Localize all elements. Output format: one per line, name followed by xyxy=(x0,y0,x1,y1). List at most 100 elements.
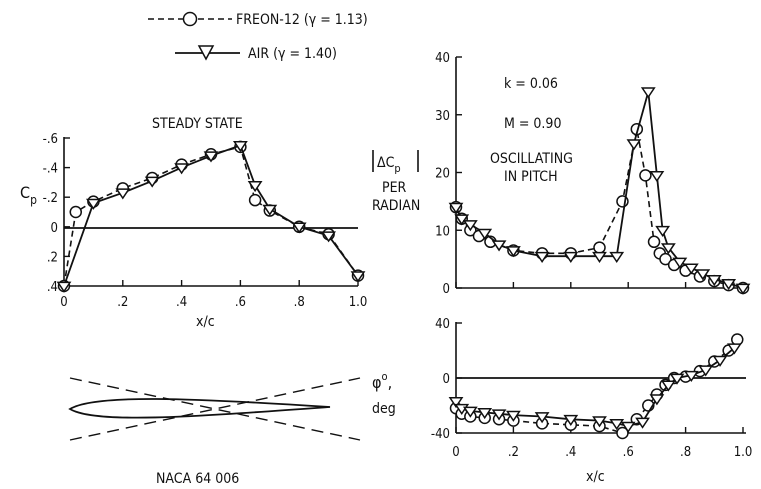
phase-air-point xyxy=(649,394,665,406)
steady-air-point xyxy=(321,231,337,243)
legend-air-label: AIR (γ = 1.40) xyxy=(248,46,337,62)
steady-ylabel-sub: p xyxy=(30,193,37,207)
phase-xlabel: x/c xyxy=(586,469,605,485)
airfoil-outline xyxy=(68,398,331,419)
mag-air-point xyxy=(735,283,751,295)
k-label: k = 0.06 xyxy=(504,76,558,92)
mag-air-point xyxy=(505,246,521,258)
mag-freon-point xyxy=(647,235,661,249)
mag-air-point xyxy=(609,251,625,263)
steady-xtick-label: .2 xyxy=(117,295,128,310)
steady-ytick-label: -.2 xyxy=(43,191,58,206)
steady-ytick-label: -.6 xyxy=(43,132,58,147)
mag-air-point xyxy=(477,228,493,240)
steady-ytick-label: .4 xyxy=(47,280,58,295)
steady-freon-point xyxy=(69,205,83,219)
phase-xtick-label: .4 xyxy=(565,445,576,460)
phase-air-point xyxy=(712,355,728,367)
phase-air-point xyxy=(698,365,714,377)
phase-ytick-label: 40 xyxy=(435,317,450,332)
mag-air-point xyxy=(649,171,665,183)
mag-ylabel-sub: p xyxy=(394,162,400,175)
phase-air-point xyxy=(534,412,550,424)
mag-ylabel: ΔCp xyxy=(377,155,401,175)
phase-air-point xyxy=(669,373,685,385)
steady-xtick-label: .8 xyxy=(294,295,305,310)
mag-air-point xyxy=(534,251,550,263)
oscillating-title-line2: IN PITCH xyxy=(504,169,558,185)
mag-air-point xyxy=(706,274,722,287)
phase-ytick-label: -40 xyxy=(431,427,450,442)
steady-ytick-label: .2 xyxy=(47,250,58,265)
steady-xtick-label: 0 xyxy=(60,295,67,310)
phase-ylabel-comma: , xyxy=(388,373,393,392)
mag-air-point xyxy=(695,269,711,281)
phase-xtick-label: 1.0 xyxy=(734,445,753,460)
steady-air-point xyxy=(115,188,131,200)
steady-ylabel-main: C xyxy=(20,183,30,202)
oscillating-title-line1: OSCILLATING xyxy=(490,151,573,167)
airfoil-pitch-line-up xyxy=(69,377,361,441)
mag-air-point xyxy=(491,240,507,252)
phase-series xyxy=(448,333,744,440)
phase-air-point xyxy=(660,380,676,392)
legend-freon-label: FREON-12 (γ = 1.13) xyxy=(236,12,368,28)
steady-ticks: 0 .2 .4 .6 .8 1.0 -.6 -.4 -.2 0 .2 .4 xyxy=(43,132,368,310)
airfoil-label: NACA 64 006 xyxy=(156,471,239,487)
phase-air-point xyxy=(505,410,521,422)
steady-state-chart: STEADY STATE 0.2.4.6.8 1.0-.6-.4-.20.2.4 … xyxy=(20,116,367,330)
mag-air-point xyxy=(721,279,737,291)
mag-air-point xyxy=(655,225,671,238)
airfoil-sketch: NACA 64 006 xyxy=(68,377,361,487)
mag-air-point xyxy=(683,263,699,275)
mag-ytick-label: 10 xyxy=(435,224,450,239)
mag-ytick-label: 20 xyxy=(435,167,450,182)
steady-air-point xyxy=(203,151,219,163)
steady-freon-line xyxy=(63,145,359,287)
oscillating-magnitude-chart: k = 0.06 M = 0.90 OSCILLATING IN PITCH Δ… xyxy=(372,51,751,297)
steady-freon-point xyxy=(248,193,262,207)
phase-air-point xyxy=(477,408,493,420)
phase-freon-point xyxy=(731,333,744,346)
phase-ylabel: φo, xyxy=(372,370,392,392)
phase-xtick-label: 0 xyxy=(452,445,459,460)
phase-air-point xyxy=(726,343,742,355)
phase-air-point xyxy=(620,421,636,433)
mag-ticks: 0 10 20 30 40 xyxy=(435,51,744,297)
steady-xtick-label: .6 xyxy=(235,295,246,310)
legend-freon-marker xyxy=(182,11,198,27)
phase-freon-point xyxy=(616,426,629,440)
phase-air-point xyxy=(592,416,607,428)
mag-ytick-label: 0 xyxy=(443,282,450,297)
mag-ytick-label: 30 xyxy=(435,109,450,124)
steady-air-point xyxy=(247,181,263,193)
airfoil-pitch-line-down xyxy=(69,377,361,441)
mag-ylabel-per: PER xyxy=(382,180,407,196)
steady-air-point xyxy=(232,141,248,153)
phase-air-point xyxy=(491,409,507,421)
steady-air-point xyxy=(262,204,278,216)
steady-air-point xyxy=(85,198,101,210)
steady-air-point xyxy=(291,222,307,234)
mag-air-point xyxy=(672,257,688,269)
steady-series xyxy=(56,140,366,293)
steady-air-point xyxy=(350,271,366,283)
phase-air-point xyxy=(609,419,625,431)
mag-air-point xyxy=(626,139,642,151)
mag-ytick-label: 40 xyxy=(435,51,450,66)
steady-xlabel: x/c xyxy=(196,314,215,330)
m-label: M = 0.90 xyxy=(504,116,561,132)
steady-ylabel: Cp xyxy=(20,183,37,207)
phase-xtick-label: .8 xyxy=(680,445,691,460)
steady-ytick-label: 0 xyxy=(51,221,58,236)
mag-air-point xyxy=(640,87,656,99)
mag-air-point xyxy=(454,214,470,226)
phase-ylabel-sup: o xyxy=(382,370,388,383)
mag-air-point xyxy=(592,251,607,263)
steady-air-point xyxy=(56,281,72,293)
mag-air-point xyxy=(660,243,676,255)
mag-ylabel-radian: RADIAN xyxy=(372,198,420,214)
phase-air-point xyxy=(563,414,579,427)
